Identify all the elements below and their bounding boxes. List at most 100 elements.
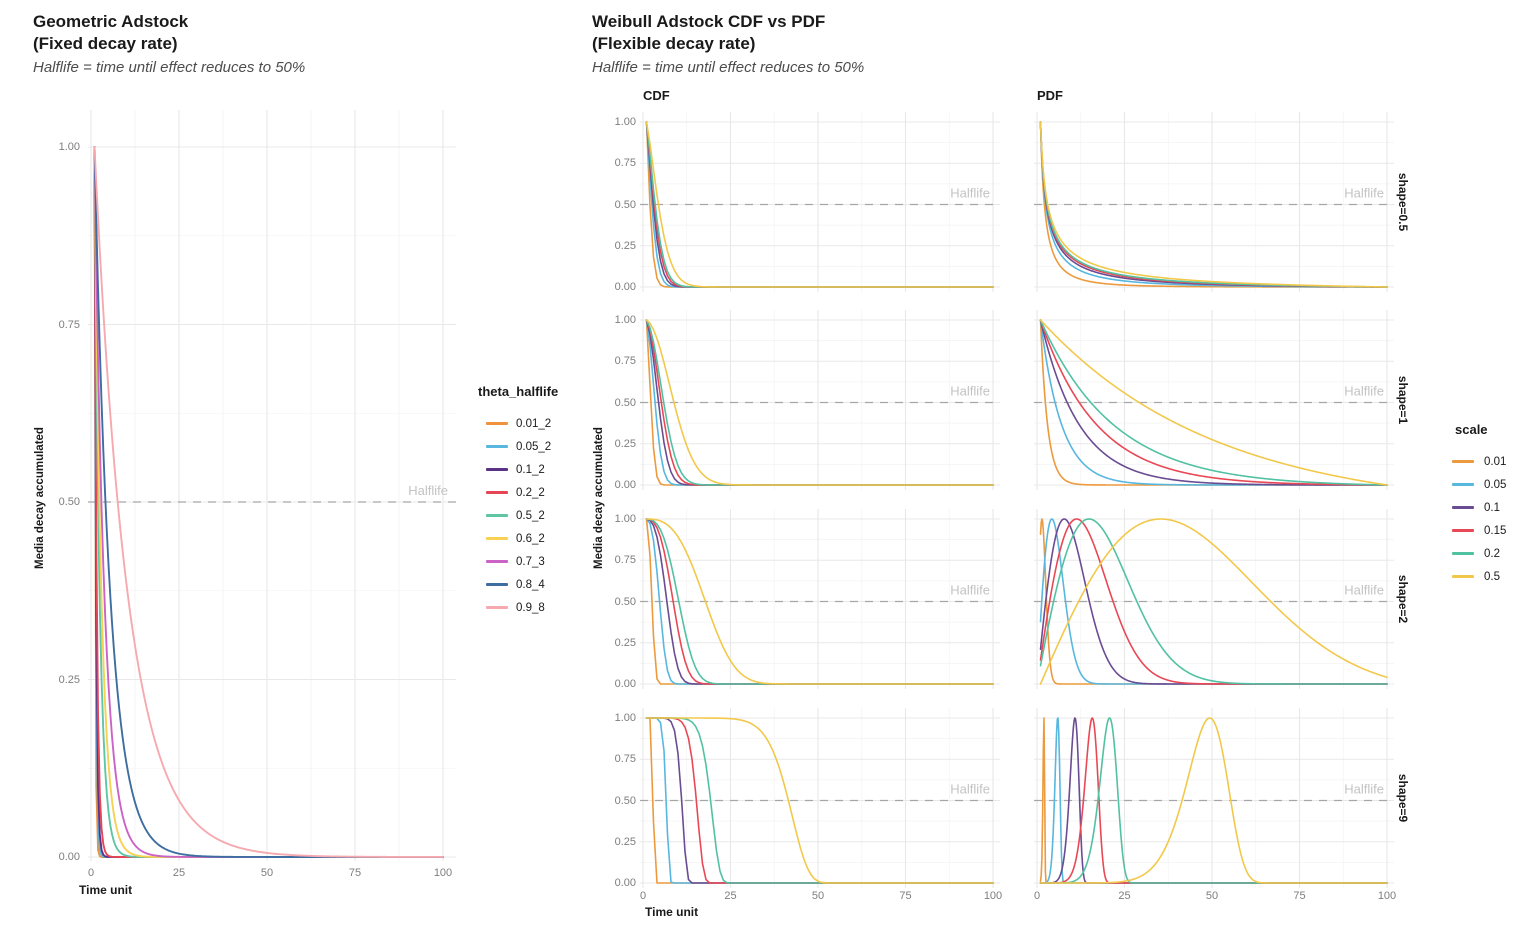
- halflife-annotation: Halflife: [1344, 186, 1384, 201]
- left-y-tick-0.25: 0.25: [58, 673, 80, 686]
- legend-label-0.1_2: 0.1_2: [516, 463, 545, 476]
- legend-label-0.01: 0.01: [1484, 455, 1507, 468]
- left-y-tick-0.50: 0.50: [58, 496, 80, 508]
- left-chart-title-line2: (Fixed decay rate): [33, 34, 178, 53]
- right-y-tick-row4-0.25: 0.25: [614, 835, 636, 848]
- left-y-tick-0.75: 0.75: [58, 318, 80, 331]
- legend-key-0.7_3: [486, 560, 508, 563]
- legend-key-0.5: [1452, 575, 1474, 578]
- legend-key-0.5_2: [486, 514, 508, 517]
- left-panel-svg: Halflife: [88, 110, 456, 861]
- panel-svg-cdf-row2: Halflife: [640, 310, 1000, 490]
- series-line-0.5: [645, 518, 994, 685]
- series-line-0.5: [1039, 319, 1388, 486]
- legend-label-0.9_8: 0.9_8: [516, 601, 545, 614]
- panel-svg-pdf-row3: Halflife: [1034, 509, 1394, 689]
- panel-svg-pdf-row4: Halflife: [1034, 708, 1394, 888]
- legend-item-0.2: 0.2: [1452, 542, 1506, 565]
- series-line-0.2: [1039, 319, 1388, 486]
- halflife-annotation: Halflife: [408, 483, 448, 498]
- legend-label-0.5: 0.5: [1484, 570, 1500, 583]
- left-y-tick-0.00: 0.00: [58, 851, 80, 863]
- right-y-tick-row3-0.25: 0.25: [614, 636, 636, 649]
- legend-key-0.9_8: [486, 606, 508, 609]
- series-line-0.5: [1039, 518, 1388, 685]
- panel-svg-cdf-row1: Halflife: [640, 112, 1000, 292]
- right-x-tick-pdf-75: 75: [1293, 890, 1306, 902]
- legend-key-0.15: [1452, 529, 1474, 532]
- left-x-tick-100: 100: [433, 867, 453, 879]
- legend-item-0.1_2: 0.1_2: [486, 458, 558, 481]
- right-y-tick-row4-1.00: 1.00: [614, 712, 636, 724]
- halflife-annotation: Halflife: [950, 583, 990, 598]
- right-x-tick-pdf-50: 50: [1205, 890, 1219, 902]
- series-line-0.2: [1039, 518, 1388, 685]
- legend-label-0.15: 0.15: [1484, 524, 1507, 537]
- left-x-tick-50: 50: [260, 867, 274, 879]
- legend-key-0.1_2: [486, 468, 508, 471]
- right-y-tick-row3-0.50: 0.50: [614, 595, 636, 608]
- legend-item-0.01_2: 0.01_2: [486, 412, 558, 435]
- facet-strip-label: shape=0.5: [1396, 172, 1410, 232]
- right-chart-title: Weibull Adstock CDF vs PDF (Flexible dec…: [592, 11, 825, 55]
- left-chart-caption: Halflife = time until effect reduces to …: [33, 59, 306, 76]
- right-y-tick-row4-0.50: 0.50: [614, 794, 636, 807]
- right-x-tick-pdf-25: 25: [1118, 890, 1131, 902]
- facet-panel-cdf-shape=0.5: Halflife: [640, 112, 1000, 292]
- right-y-tick-row1-1.00: 1.00: [614, 116, 636, 128]
- left-x-tick-75: 75: [348, 867, 362, 879]
- legend-label-0.01_2: 0.01_2: [516, 417, 552, 430]
- right-x-tick-cdf-0: 0: [639, 890, 647, 902]
- right-legend: scale 0.01 0.05 0.1 0.15 0.2 0.5: [1452, 421, 1506, 588]
- facet-panel-cdf-shape=1: Halflife: [640, 310, 1000, 490]
- facet-panel-cdf-shape=9: Halflife: [640, 708, 1000, 888]
- facet-strip-shape=0.5: shape=0.5: [1393, 112, 1413, 292]
- facet-panel-pdf-shape=2: Halflife: [1034, 509, 1394, 689]
- right-y-tick-row1-0.00: 0.00: [614, 281, 636, 293]
- right-x-axis-title: Time unit: [645, 905, 699, 919]
- legend-key-0.2_2: [486, 491, 508, 494]
- legend-label-0.7_3: 0.7_3: [516, 555, 545, 568]
- left-x-axis-title: Time unit: [79, 883, 133, 897]
- right-legend-title: scale: [1455, 422, 1488, 437]
- left-y-tick-1.00: 1.00: [58, 141, 80, 153]
- legend-item-0.05: 0.05: [1452, 473, 1506, 496]
- panel-svg-cdf-row3: Halflife: [640, 509, 1000, 689]
- left-x-tick-25: 25: [172, 867, 186, 879]
- halflife-annotation: Halflife: [1344, 583, 1384, 598]
- right-y-tick-row1-0.25: 0.25: [614, 239, 636, 252]
- series-line-0.5: [645, 319, 994, 486]
- series-line-0.5: [1039, 717, 1388, 884]
- right-y-tick-row3-0.00: 0.00: [614, 678, 636, 690]
- legend-label-0.2_2: 0.2_2: [516, 486, 545, 499]
- right-x-tick-pdf-0: 0: [1033, 890, 1041, 902]
- right-x-tick-cdf-25: 25: [724, 890, 737, 902]
- legend-item-0.5: 0.5: [1452, 565, 1506, 588]
- left-legend-title: theta_halflife: [478, 384, 559, 399]
- right-y-tick-row2-0.75: 0.75: [614, 355, 636, 368]
- legend-key-0.8_4: [486, 583, 508, 586]
- right-chart-title-line2: (Flexible decay rate): [592, 34, 756, 53]
- legend-item-0.05_2: 0.05_2: [486, 435, 558, 458]
- panel-svg-cdf-row4: Halflife: [640, 708, 1000, 888]
- legend-key-0.6_2: [486, 537, 508, 540]
- right-y-tick-row4-0.75: 0.75: [614, 753, 636, 766]
- legend-label-0.05_2: 0.05_2: [516, 440, 552, 453]
- left-x-tick-0: 0: [87, 867, 95, 879]
- left-chart-title-line1: Geometric Adstock: [33, 12, 189, 31]
- facet-strip-shape=9: shape=9: [1393, 708, 1413, 888]
- right-x-tick-cdf-50: 50: [811, 890, 825, 902]
- facet-strip-shape=2: shape=2: [1393, 509, 1413, 689]
- facet-column-header-pdf: PDF: [1037, 88, 1063, 103]
- right-x-tick-pdf-100: 100: [1377, 890, 1397, 902]
- halflife-annotation: Halflife: [1344, 384, 1384, 399]
- facet-panel-pdf-shape=0.5: Halflife: [1034, 112, 1394, 292]
- legend-key-0.05_2: [486, 445, 508, 448]
- right-y-tick-row2-1.00: 1.00: [614, 314, 636, 326]
- legend-item-0.01: 0.01: [1452, 450, 1506, 473]
- facet-column-header-cdf: CDF: [643, 88, 670, 103]
- halflife-annotation: Halflife: [950, 384, 990, 399]
- facet-strip-label: shape=9: [1396, 773, 1410, 823]
- right-y-tick-row2-0.50: 0.50: [614, 396, 636, 409]
